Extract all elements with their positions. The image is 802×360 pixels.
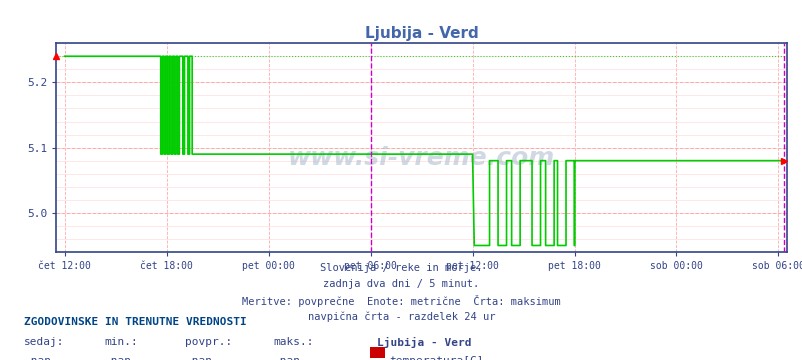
Title: Ljubija - Verd: Ljubija - Verd [364,26,478,41]
Text: maks.:: maks.: [273,337,313,347]
Text: navpična črta - razdelek 24 ur: navpična črta - razdelek 24 ur [307,311,495,322]
Text: Ljubija - Verd: Ljubija - Verd [377,337,472,348]
Text: Meritve: povprečne  Enote: metrične  Črta: maksimum: Meritve: povprečne Enote: metrične Črta:… [242,295,560,307]
Text: min.:: min.: [104,337,138,347]
Bar [370,347,384,358]
Text: -nan: -nan [24,356,51,360]
Text: ZGODOVINSKE IN TRENUTNE VREDNOSTI: ZGODOVINSKE IN TRENUTNE VREDNOSTI [24,317,246,327]
Text: -nan: -nan [273,356,300,360]
Text: Slovenija / reke in morje.: Slovenija / reke in morje. [320,263,482,273]
Text: sedaj:: sedaj: [24,337,64,347]
Text: -nan: -nan [104,356,132,360]
Text: -nan: -nan [184,356,212,360]
Text: temperatura[C]: temperatura[C] [389,356,484,360]
Text: www.si-vreme.com: www.si-vreme.com [288,146,554,170]
Text: zadnja dva dni / 5 minut.: zadnja dva dni / 5 minut. [323,279,479,289]
Text: povpr.:: povpr.: [184,337,232,347]
